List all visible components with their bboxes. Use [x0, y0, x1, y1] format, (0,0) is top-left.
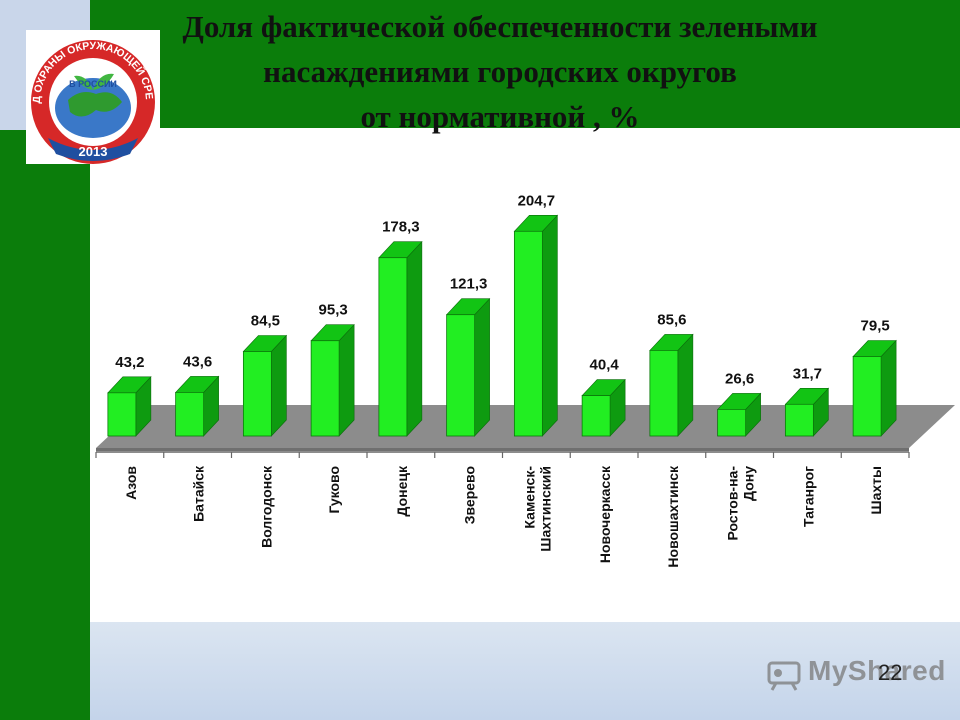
category-label: Каменск- Шахтинский	[521, 466, 553, 552]
category-label-line: Донецк	[394, 465, 410, 517]
bar-side	[406, 240, 423, 437]
bar-side	[880, 339, 897, 437]
data-label: 84,5	[251, 313, 280, 330]
category-label-line: Азов	[123, 466, 139, 500]
bar	[513, 230, 543, 437]
data-label: 43,6	[183, 353, 212, 370]
bar	[310, 340, 340, 437]
category-label: Таганрог	[800, 466, 816, 527]
slide-title: Доля фактической обеспеченности зелеными…	[150, 4, 850, 139]
category-label-line: Новочеркасск	[597, 465, 613, 563]
category-label-line: Ростов-на-	[725, 466, 741, 541]
title-line-3: от нормативной , %	[360, 99, 640, 134]
watermark-text: MyShared	[808, 655, 946, 686]
category-label-line: Таганрог	[800, 466, 816, 527]
category-label-line: Новошахтинск	[665, 465, 681, 568]
bar	[107, 392, 137, 437]
title-line-1: Доля фактической обеспеченности зелеными	[182, 9, 818, 44]
bar	[175, 391, 205, 437]
watermark: MyShared	[766, 655, 945, 691]
bottom-band	[90, 622, 960, 720]
title-line-2: насаждениями городских округов	[263, 54, 737, 89]
category-label: Гуково	[326, 466, 342, 514]
bar	[649, 349, 679, 437]
data-label: 85,6	[657, 311, 686, 328]
eco-year-logo: ГОД ОХРАНЫ ОКРУЖАЮЩЕЙ СРЕДЫ В РОССИИ 201…	[26, 30, 160, 164]
left-green-stripe	[0, 130, 90, 720]
data-label: 121,3	[450, 276, 488, 293]
data-label: 31,7	[793, 365, 822, 382]
category-label-line: Зверево	[462, 466, 478, 524]
bar	[378, 257, 408, 437]
bar-side	[677, 333, 694, 437]
category-label-line: Гуково	[326, 466, 342, 514]
bar	[446, 314, 476, 437]
category-label-line: Шахты	[868, 466, 884, 514]
category-label: Зверево	[462, 466, 478, 524]
data-label: 79,5	[861, 318, 890, 335]
category-label-line: Волгодонск	[258, 465, 274, 548]
category-label: Ростов-на- Дону	[725, 466, 757, 541]
category-label-line: Каменск-	[521, 466, 537, 529]
data-label: 95,3	[319, 302, 348, 319]
category-label: Азов	[123, 466, 139, 500]
projector-icon	[767, 661, 801, 691]
category-label: Шахты	[868, 466, 884, 514]
bar	[852, 356, 882, 437]
bar	[242, 351, 272, 437]
category-label-line: Батайск	[191, 465, 207, 522]
bar	[784, 403, 814, 437]
category-label-line: Дону	[741, 466, 757, 501]
category-label: Новошахтинск	[665, 465, 681, 568]
category-label: Новочеркасск	[597, 465, 613, 563]
bar-side	[338, 323, 355, 437]
logo-year: 2013	[79, 144, 108, 159]
data-label: 43,2	[115, 354, 144, 371]
data-label: 204,7	[518, 192, 556, 209]
logo-inner-text: В РОССИИ	[69, 79, 117, 89]
chart-floor-edge	[96, 448, 909, 451]
category-label: Батайск	[191, 465, 207, 522]
bar-side	[474, 297, 490, 437]
bar	[717, 408, 747, 437]
data-label: 40,4	[590, 357, 620, 374]
data-label: 178,3	[382, 219, 420, 236]
category-label: Волгодонск	[258, 465, 274, 548]
bar-side	[542, 214, 558, 437]
page-number: 22	[878, 660, 903, 685]
category-label-line: Шахтинский	[537, 466, 553, 552]
header-band	[90, 0, 960, 128]
data-label: 26,6	[725, 370, 754, 387]
bar-side	[271, 334, 287, 437]
category-label: Донецк	[394, 465, 410, 517]
bar	[581, 395, 611, 437]
